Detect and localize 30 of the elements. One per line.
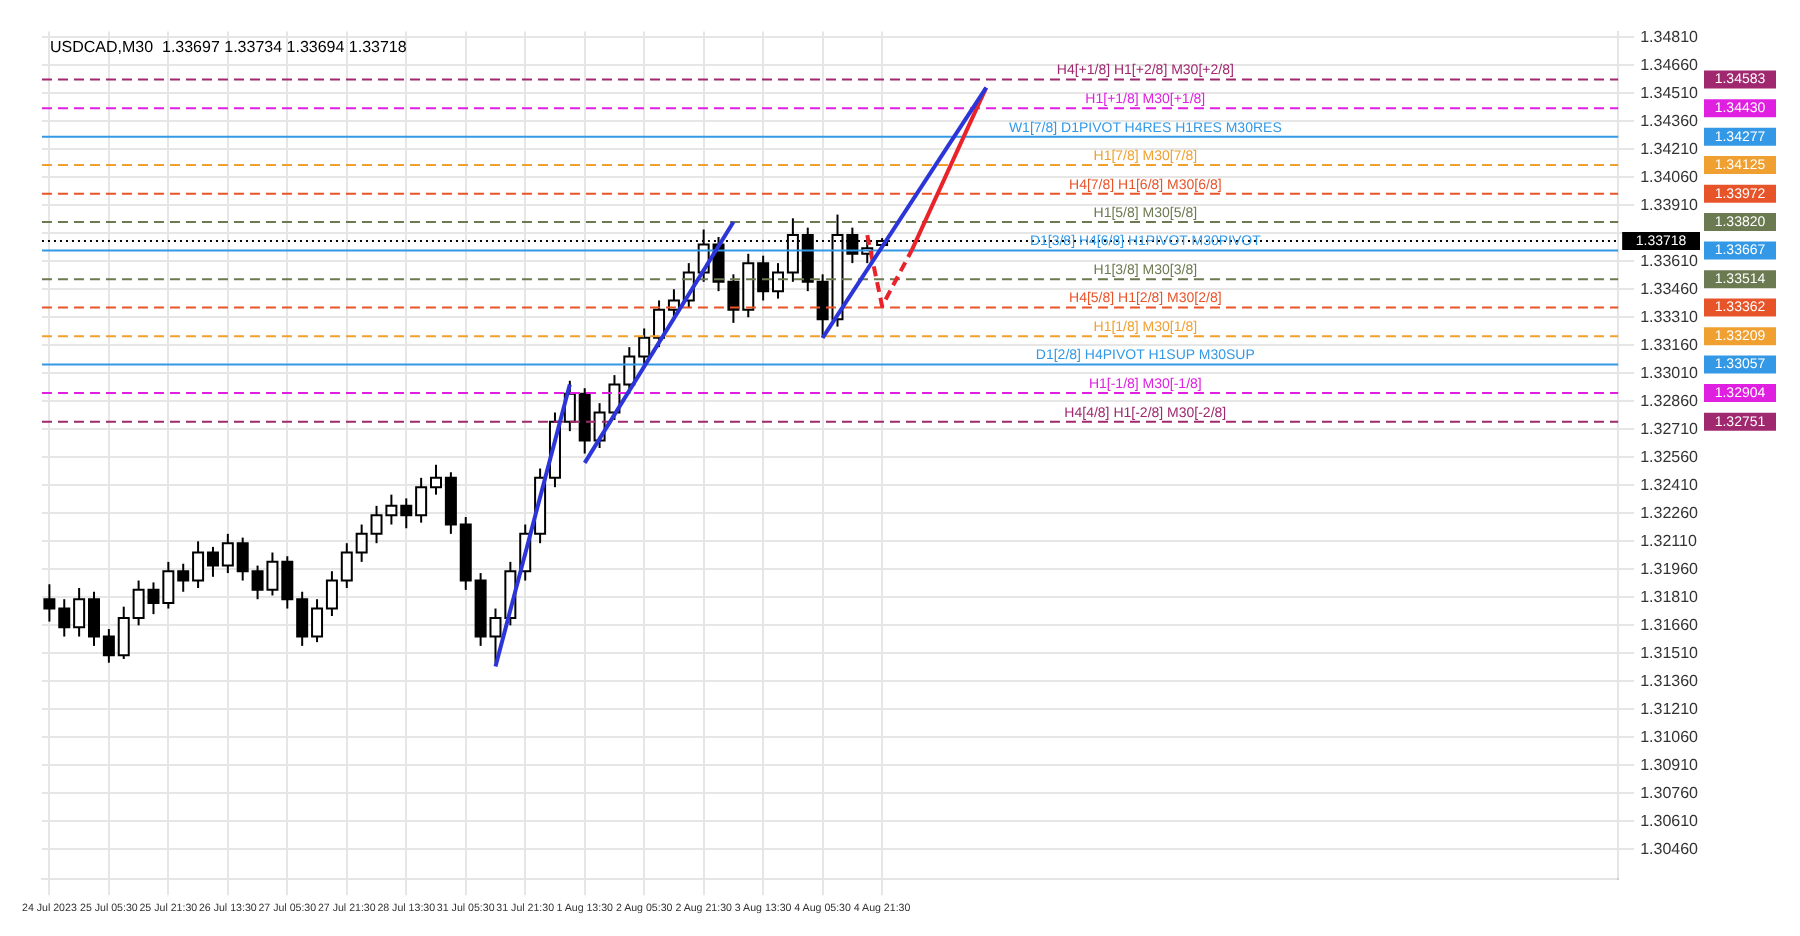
y-tick-label: 1.32410 [1640, 475, 1700, 494]
y-tick-label: 1.34060 [1640, 167, 1700, 186]
y-tick-label: 1.31660 [1640, 615, 1700, 634]
y-tick-label: 1.31360 [1640, 671, 1700, 690]
y-tick-label: 1.31960 [1640, 559, 1700, 578]
y-tick-label: 1.31510 [1640, 643, 1700, 662]
y-tick-label: 1.31060 [1640, 727, 1700, 746]
y-tick-label: 1.32710 [1640, 419, 1700, 438]
y-tick-label: 1.32560 [1640, 447, 1700, 466]
y-tick-label: 1.34210 [1640, 139, 1700, 158]
y-tick-label: 1.33010 [1640, 363, 1700, 382]
y-tick-label: 1.34510 [1640, 83, 1700, 102]
y-tick-label: 1.33910 [1640, 195, 1700, 214]
y-tick-label: 1.34660 [1640, 55, 1700, 74]
chart-title: USDCAD,M30 1.33697 1.33734 1.33694 1.33718 [49, 38, 408, 57]
y-tick-label: 1.30610 [1640, 811, 1700, 830]
y-tick-label: 1.30460 [1640, 839, 1700, 858]
y-tick-label: 1.32260 [1640, 503, 1700, 522]
y-tick-label: 1.33610 [1640, 251, 1700, 270]
y-tick-label: 1.30910 [1640, 755, 1700, 774]
y-tick-label: 1.30760 [1640, 783, 1700, 802]
y-tick-label: 1.31210 [1640, 699, 1700, 718]
y-tick-label: 1.34360 [1640, 111, 1700, 130]
y-tick-label: 1.34810 [1640, 27, 1700, 46]
y-tick-label: 1.33310 [1640, 307, 1700, 326]
y-tick-label: 1.31810 [1640, 587, 1700, 606]
y-tick-label: 1.32110 [1640, 531, 1698, 550]
y-tick-label: 1.32860 [1640, 391, 1700, 410]
y-tick-label: 1.33160 [1640, 335, 1700, 354]
y-tick-label: 1.33460 [1640, 279, 1700, 298]
